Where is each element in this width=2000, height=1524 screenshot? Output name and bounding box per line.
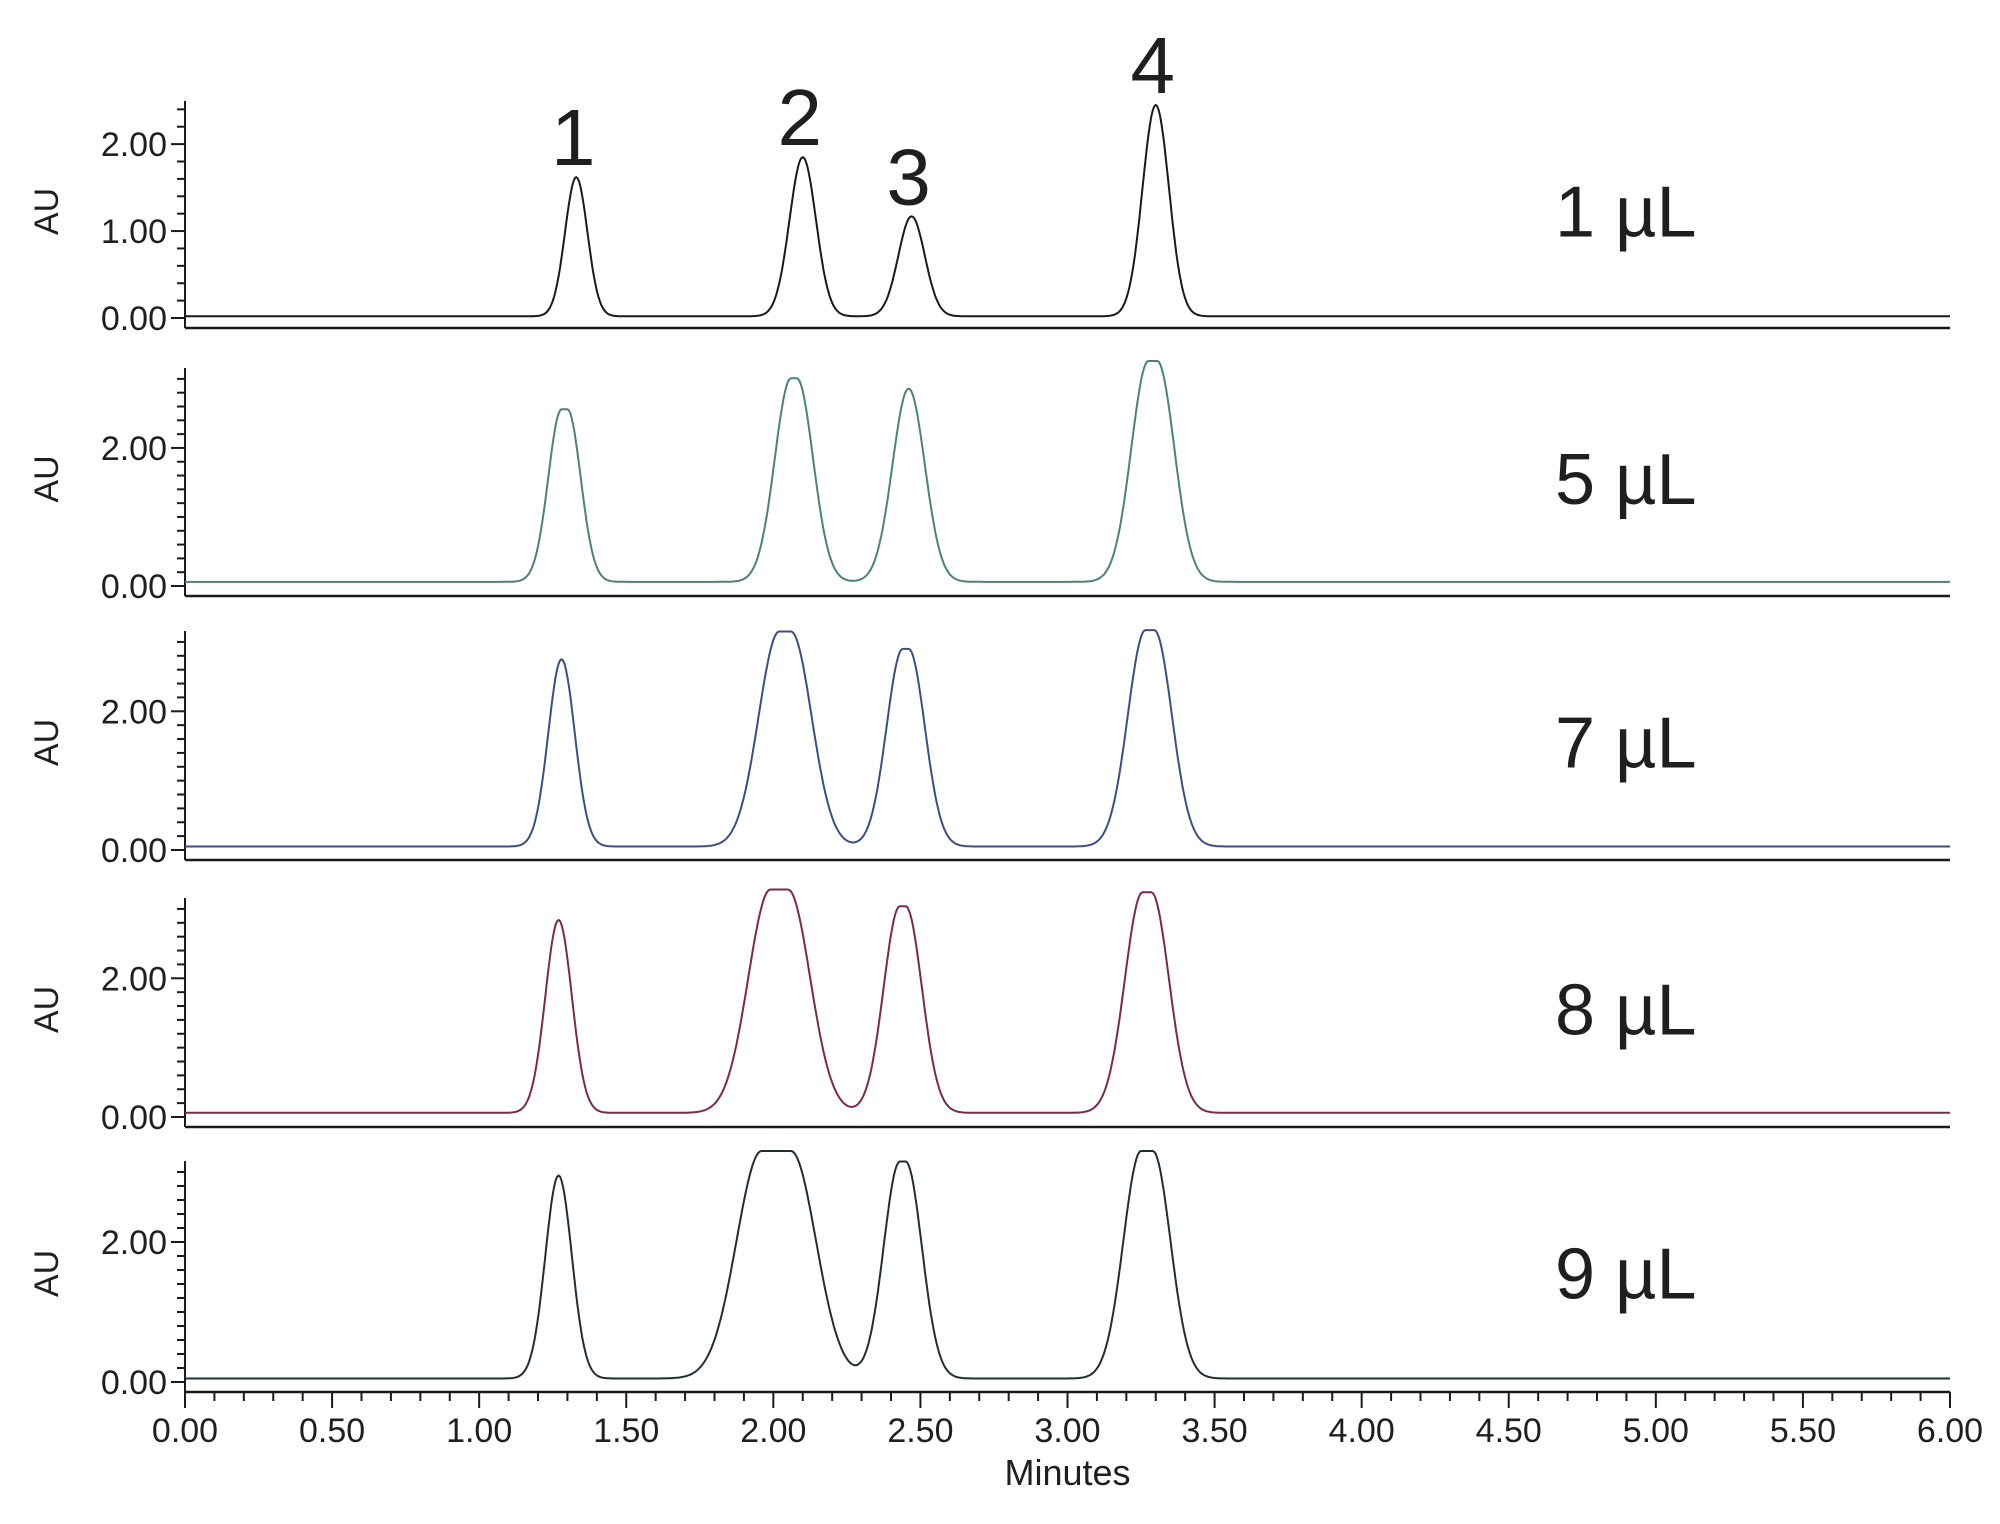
trace-2 (185, 360, 1950, 583)
injection-volume-label: 1 µL (1555, 173, 1697, 253)
panel-5: 0.00 2.00 AU 9 µL (28, 1150, 1950, 1402)
peak-label: 2 (778, 73, 823, 162)
x-tick-label: 4.50 (1476, 1412, 1542, 1450)
y-tick-label: 2.00 (101, 960, 167, 998)
y-axis-label: AU (28, 1250, 66, 1297)
y-axis-label: AU (28, 719, 66, 766)
x-tick-label: 6.00 (1917, 1412, 1983, 1450)
y-tick-label: 0.00 (101, 568, 167, 606)
x-tick-label: 5.00 (1623, 1412, 1689, 1450)
y-axis-label: AU (28, 188, 66, 235)
x-tick-label: 3.00 (1034, 1412, 1100, 1450)
y-tick-label: 0.00 (101, 300, 167, 338)
panel-1: 0.00 1.00 2.00 AU 1 µL (28, 101, 1950, 338)
y-tick-label: 0.00 (101, 1099, 167, 1137)
trace-1 (185, 103, 1950, 318)
y-axis-label: AU (28, 455, 66, 502)
x-tick-label: 5.50 (1770, 1412, 1836, 1450)
peak-label: 1 (551, 93, 596, 182)
peak-label: 3 (886, 132, 931, 221)
x-tick-label: 2.00 (740, 1412, 806, 1450)
panel-2: 0.00 2.00 AU 5 µL (28, 360, 1950, 606)
injection-volume-label: 5 µL (1555, 440, 1697, 520)
injection-volume-label: 8 µL (1555, 971, 1697, 1051)
y-axis-label: AU (28, 986, 66, 1033)
panel-4: 0.00 2.00 AU 8 µL (28, 888, 1950, 1137)
y-tick-label: 2.00 (101, 1224, 167, 1262)
x-tick-label: 3.50 (1181, 1412, 1247, 1450)
peak-label: 4 (1131, 21, 1176, 110)
x-tick-label: 0.00 (152, 1412, 218, 1450)
y-tick-label: 1.00 (101, 213, 167, 251)
trace-5 (185, 1150, 1950, 1380)
x-tick-label: 1.00 (446, 1412, 512, 1450)
trace-3 (185, 629, 1950, 848)
y-tick-label: 2.00 (101, 693, 167, 731)
x-tick-label: 4.00 (1329, 1412, 1395, 1450)
y-tick-label: 0.00 (101, 832, 167, 870)
injection-volume-label: 9 µL (1555, 1235, 1697, 1315)
x-axis-label: Minutes (1004, 1452, 1130, 1493)
x-tick-label: 1.50 (593, 1412, 659, 1450)
y-tick-label: 2.00 (101, 430, 167, 468)
trace-4 (185, 888, 1950, 1114)
x-tick-label: 2.50 (887, 1412, 953, 1450)
y-tick-label: 0.00 (101, 1364, 167, 1402)
y-tick-label: 2.00 (101, 126, 167, 164)
x-tick-label: 0.50 (299, 1412, 365, 1450)
injection-volume-label: 7 µL (1555, 704, 1697, 784)
panel-3: 0.00 2.00 AU 7 µL (28, 629, 1950, 870)
